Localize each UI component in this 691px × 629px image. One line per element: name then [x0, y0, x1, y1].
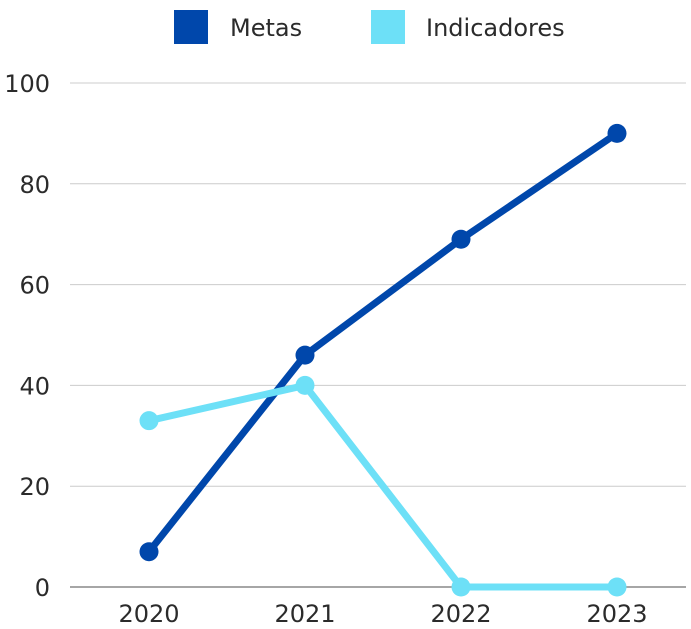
- data-point-indicadores[interactable]: [139, 411, 159, 431]
- data-point-indicadores[interactable]: [607, 577, 627, 597]
- legend-swatch: [371, 10, 405, 44]
- y-tick-label: 80: [19, 171, 50, 199]
- series-layer: [139, 123, 627, 597]
- y-tick-label: 0: [35, 574, 50, 602]
- data-point-metas[interactable]: [139, 542, 159, 562]
- data-point-metas[interactable]: [451, 229, 471, 249]
- series-line-metas: [145, 129, 621, 556]
- series-indicadores: [139, 375, 627, 597]
- x-tick-label: 2020: [118, 600, 179, 625]
- legend: Metas Indicadores: [174, 10, 565, 44]
- legend-label: Metas: [230, 14, 302, 42]
- x-tick-label: 2021: [274, 600, 335, 625]
- y-tick-label: 20: [19, 473, 50, 501]
- y-tick-label: 60: [19, 272, 50, 300]
- data-point-metas[interactable]: [607, 123, 627, 143]
- y-tick-label: 100: [4, 70, 50, 98]
- data-point-indicadores[interactable]: [295, 375, 315, 395]
- y-tick-label: 40: [19, 372, 50, 400]
- legend-item-metas[interactable]: Metas: [174, 10, 302, 44]
- legend-item-indicadores[interactable]: Indicadores: [371, 10, 565, 44]
- legend-swatch: [174, 10, 208, 44]
- data-point-indicadores[interactable]: [451, 577, 471, 597]
- x-tick-label: 2022: [430, 600, 491, 625]
- x-axis: 2020 2021 2022 2023: [118, 600, 647, 628]
- x-tick-label: 2023: [586, 600, 647, 625]
- series-metas: [139, 123, 627, 562]
- gridlines: [70, 82, 686, 588]
- legend-label: Indicadores: [426, 14, 565, 42]
- series-line-indicadores: [145, 381, 621, 591]
- data-point-metas[interactable]: [295, 345, 315, 365]
- y-axis: 0 20 40 60 80 100: [4, 70, 50, 602]
